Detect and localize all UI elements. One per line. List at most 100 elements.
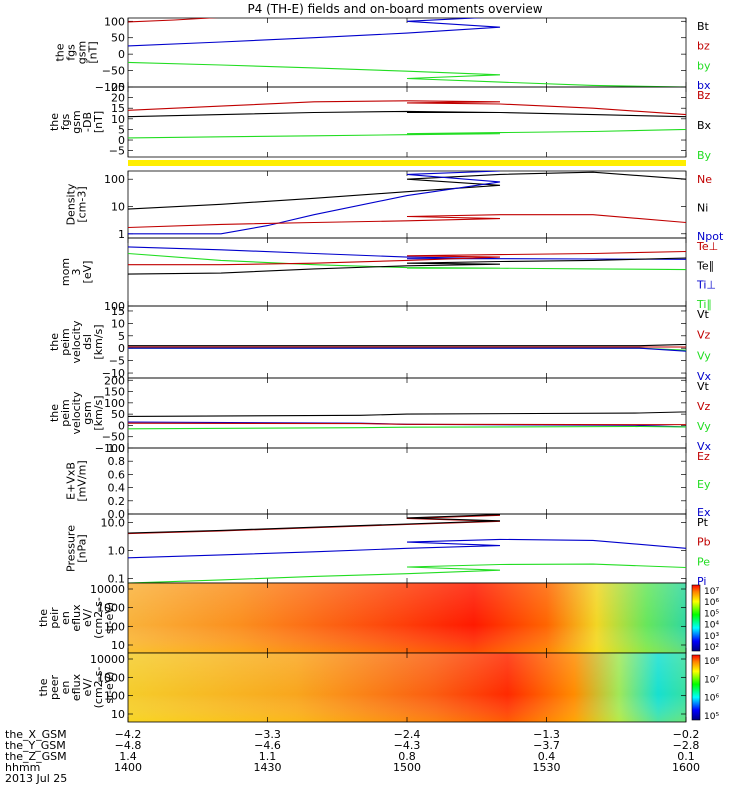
y-axis-label: [mV/m] [76,460,89,501]
y-tick-label: 0.1 [108,573,126,586]
colorbar-tick-label: 10² [704,643,719,653]
y-tick-label: 20 [111,92,125,105]
y-axis-label: [km/s] [92,324,105,359]
x-row-label: the_Y_GSM [5,739,66,752]
y-tick-label: 100 [104,300,125,313]
panel-frame [127,17,687,88]
legend-entry: Bz [697,89,711,102]
legend-entry: by [697,59,711,72]
colorbar-tick-label: 10⁴ [704,621,719,631]
y-axis-label: Pressure [65,525,78,572]
series-line [128,246,686,266]
series-line [128,18,501,47]
y-tick-label: 10000 [90,653,125,666]
legend-entry: Vx [697,440,712,453]
x-row-value: 1530 [533,761,561,774]
y-tick-label: 10 [111,708,125,721]
x-row-value: 1600 [672,761,700,774]
y-tick-label: 5 [118,123,125,136]
y-axis-label: (cm2-s- [92,667,105,709]
y-tick-label: 15 [111,102,125,115]
x-row-label: the_X_GSM [5,728,67,741]
legend-entry: Ni [697,202,708,215]
legend-entry: Te∥ [696,259,714,272]
series-line [128,563,686,583]
y-tick-label: 150 [104,386,125,399]
legend-entry: Vx [697,370,712,383]
y-axis-label: eV/ [81,678,94,696]
y-tick-label: −5 [109,355,125,368]
y-tick-label: −50 [102,65,125,78]
legend-entry: Vy [697,420,711,433]
spectrogram-shade [128,583,686,653]
y-axis-label: peir [48,607,61,629]
y-axis-label: dsl [81,334,94,350]
y-tick-label: 0 [118,134,125,147]
series-line [128,320,686,347]
x-row-value: −0.2 [673,728,700,741]
series-line [128,87,686,116]
y-axis-label: the [48,333,61,351]
y-tick-label: 0.0 [108,508,126,521]
legend-entry: Vt [697,308,710,321]
series-line [128,407,686,417]
y-tick-label: 10 [111,317,125,330]
colorbar-tick-label: 10⁸ [704,657,719,667]
legend-entry: Vy [697,349,711,362]
y-tick-label: 5 [118,330,125,343]
y-tick-label: 1.0 [108,545,126,558]
colorbar-tick-label: 10⁵ [704,609,719,619]
panel-density: 100 10 1 Density[cm-3] Ne Ni Npot [65,170,724,243]
colorbar [691,654,701,721]
x-row-value: 1.4 [119,750,137,763]
series-line [128,18,219,23]
panel-peer_energy_flux: 10⁸ 10⁷ 10⁶ 10⁵ 10000 1000 100 10 thepeereneflux… [37,652,719,723]
y-axis-label: eflux [70,604,83,632]
y-axis-label: Density [65,183,78,225]
legend-entry: Ne [697,173,712,186]
y-axis-label: E+VxB [65,462,78,500]
y-axis-label: en [59,681,72,695]
x-row-value: 1400 [114,761,142,774]
x-row-value: −3.3 [254,728,281,741]
x-row-label: the_Z_GSM [5,750,67,763]
series-line [128,425,686,430]
y-tick-label: 0.4 [108,482,126,495]
legend-entry: bz [697,40,710,53]
series-line [128,422,686,426]
y-tick-label: 0.6 [108,468,126,481]
y-axis-label: sr-eV) [103,671,116,703]
series-line [128,171,686,214]
y-tick-label: 1000 [97,671,125,684]
y-axis-label: [nT] [92,111,105,133]
figure-title: P4 (TH-E) fields and on-board moments ov… [247,2,542,16]
spectrogram-shade [128,653,686,722]
y-tick-label: 200 [104,374,125,387]
series-line [128,124,686,139]
legend-entry: Ti⊥ [696,279,716,292]
x-row-value: −2.8 [673,739,700,752]
y-axis-label: the [54,43,67,61]
x-row-label: 2013 Jul 25 [5,772,67,785]
x-row-value: 1.1 [259,750,277,763]
series-line [128,214,686,237]
y-axis-label: -DB [81,112,94,132]
y-tick-label: 1000 [97,602,125,615]
y-axis-label: [nPa] [76,534,89,562]
y-tick-label: 100 [104,397,125,410]
y-axis-label: the [37,609,50,627]
y-axis-label: gsm [76,41,89,64]
legend-entry: Te⊥ [696,240,718,253]
y-tick-label: 10 [111,639,125,652]
legend-entry: Ez [697,450,710,463]
y-tick-label: 100 [104,620,125,633]
y-axis-label: gsm [70,110,83,133]
y-tick-label: −5 [109,145,125,158]
x-row-value: 0.4 [538,750,556,763]
legend-entry: bx [697,79,711,92]
y-tick-label: 100 [104,173,125,186]
legend-entry: Pi [697,575,706,588]
x-row-value: −2.4 [394,728,421,741]
panel-frame [127,86,687,158]
